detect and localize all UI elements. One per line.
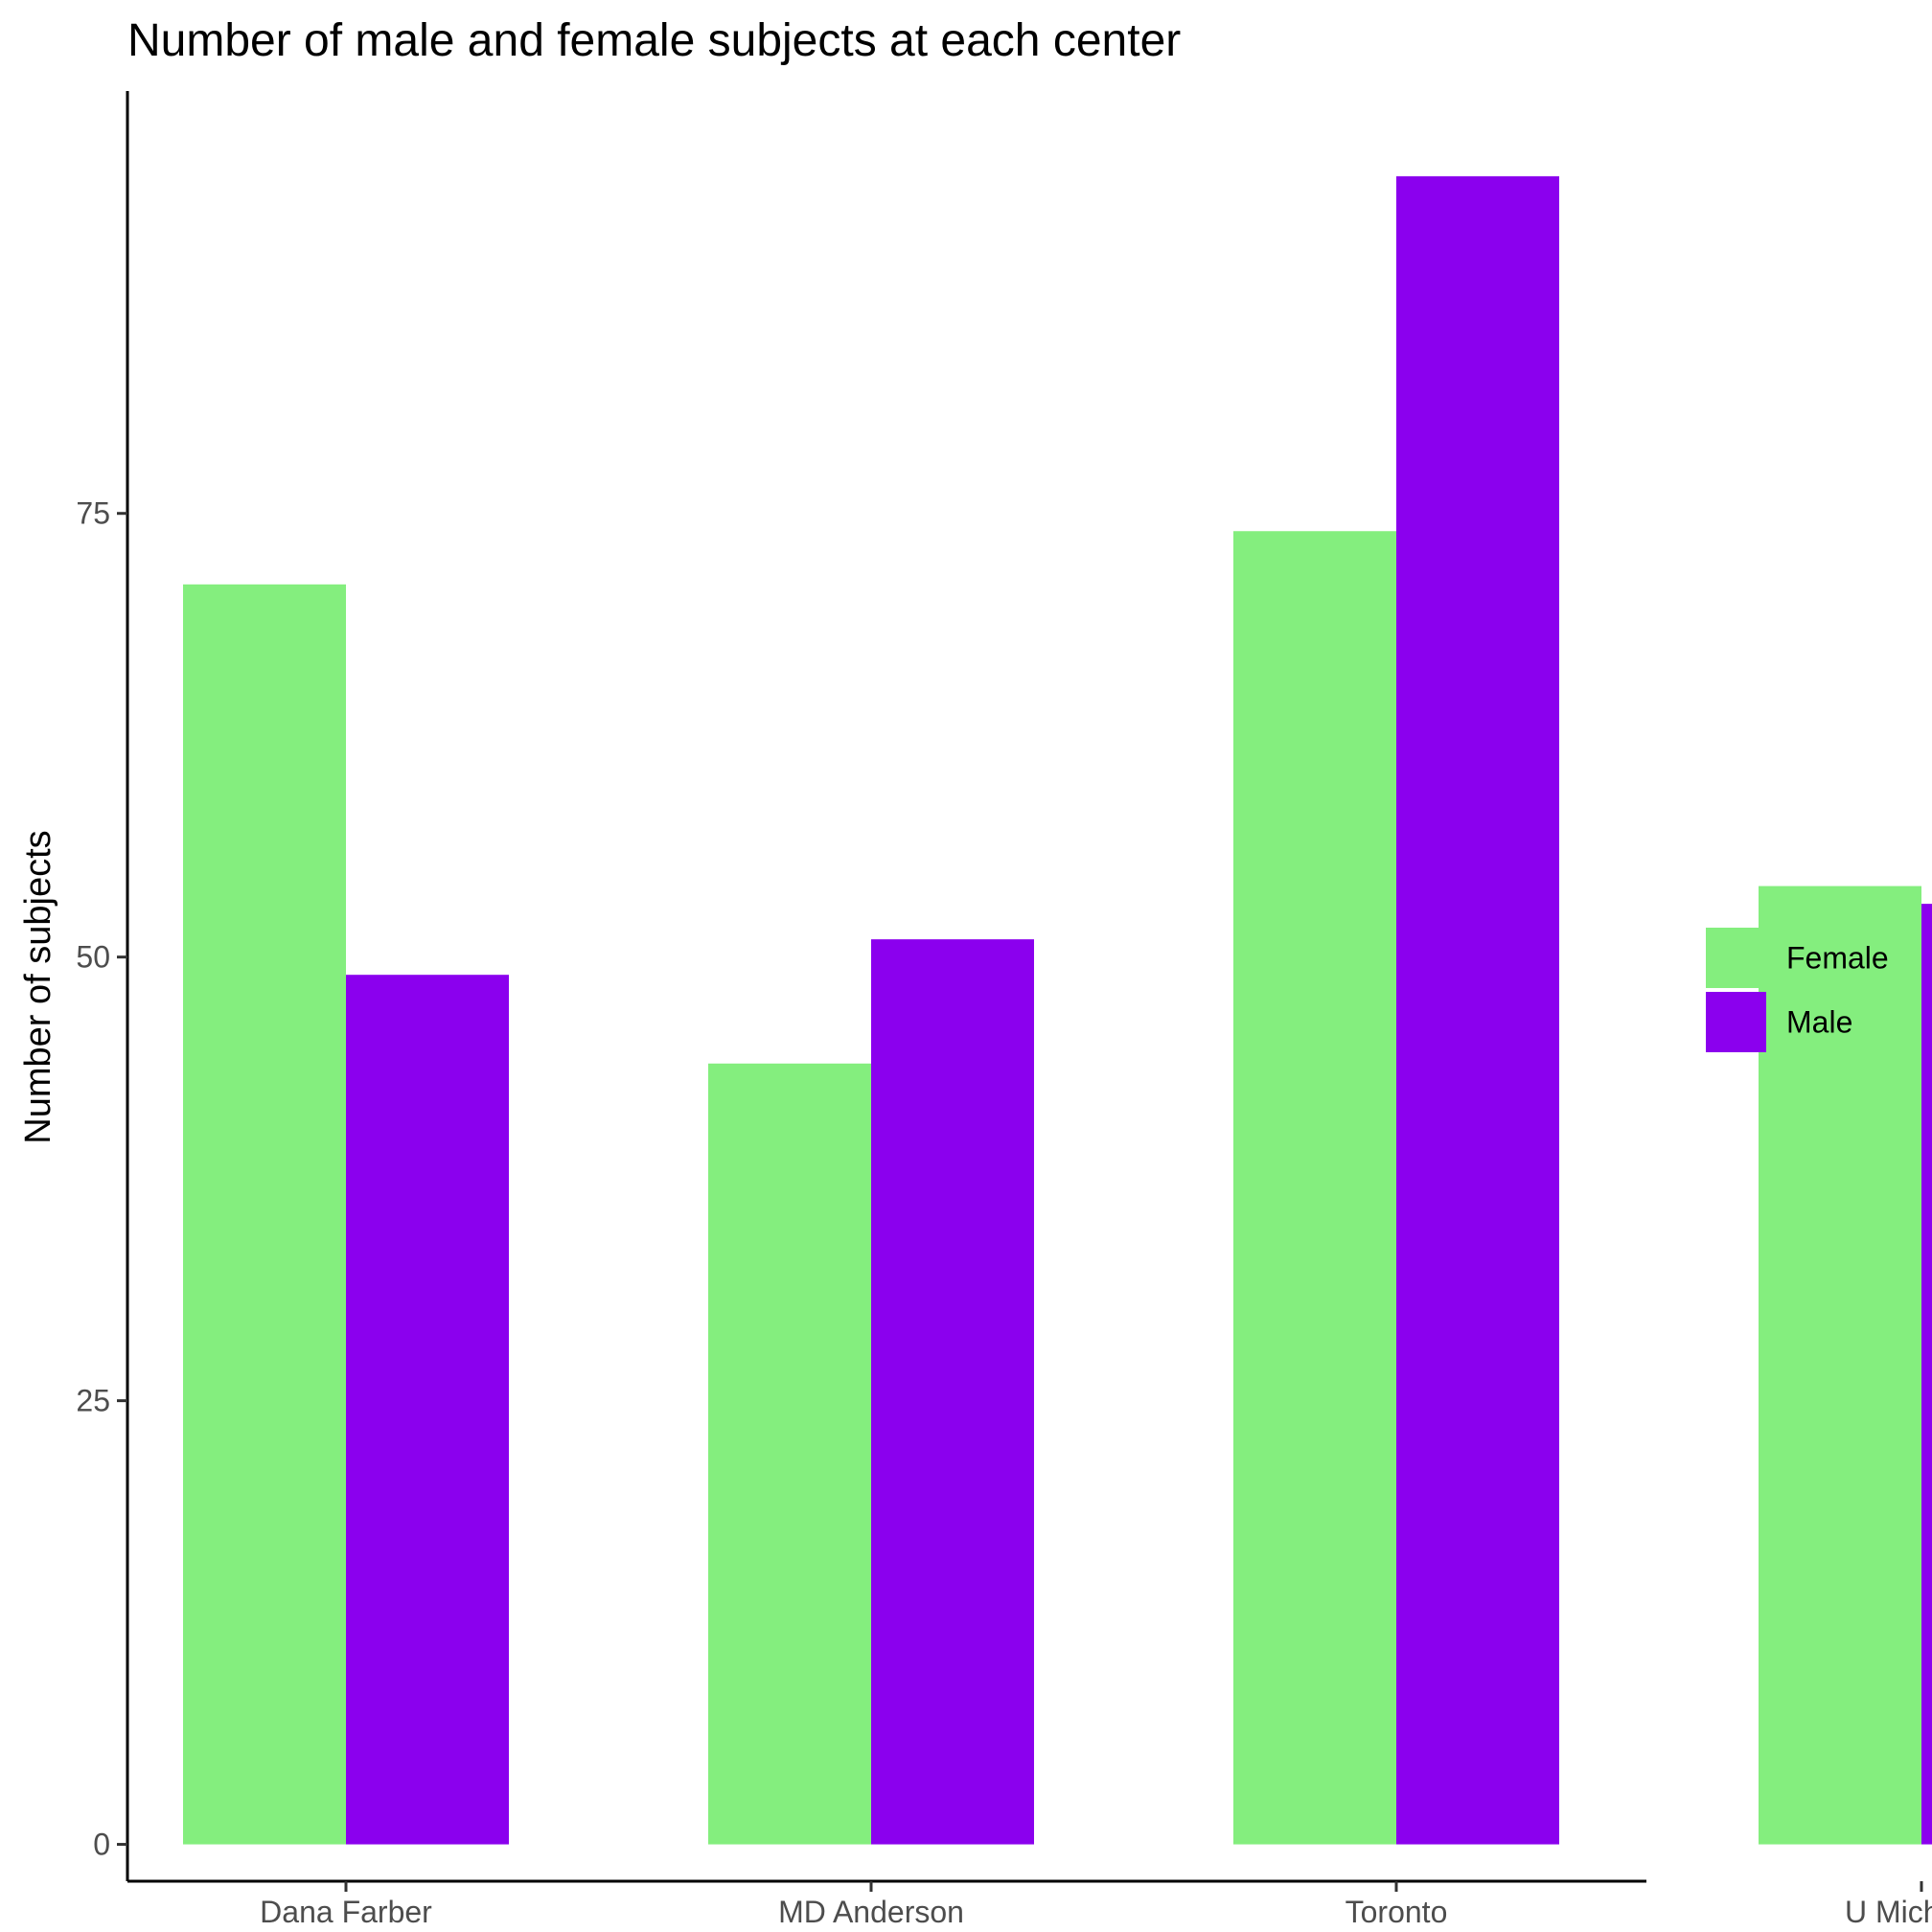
bar-toronto-male — [1396, 175, 1559, 1845]
y-tick-label-25: 25 — [76, 1384, 110, 1418]
bar-dana-farber-male — [346, 975, 509, 1845]
x-tick-label-md-anderson: MD Anderson — [778, 1895, 964, 1929]
bar-md-anderson-female — [708, 1063, 871, 1845]
legend-label-male: Male — [1786, 1005, 1852, 1040]
legend-key-male — [1706, 992, 1766, 1052]
bars-group — [183, 175, 1932, 1845]
x-tick-label-u-michigan: U Michigan — [1845, 1895, 1932, 1929]
legend: Female Male — [1706, 928, 1889, 1052]
bar-dana-farber-female — [183, 584, 346, 1845]
legend-key-female — [1706, 928, 1766, 988]
x-ticks-group: Dana Farber MD Anderson Toronto U Michigan — [260, 1881, 1932, 1929]
y-tick-label-50: 50 — [76, 940, 110, 975]
x-tick-label-toronto: Toronto — [1346, 1895, 1448, 1929]
bar-u-michigan-male — [1921, 904, 1932, 1845]
chart-title: Number of male and female subjects at ea… — [127, 15, 1181, 66]
x-tick-label-dana-farber: Dana Farber — [260, 1895, 432, 1929]
bar-u-michigan-female — [1759, 886, 1921, 1845]
y-axis-title: Number of subjects — [18, 830, 58, 1143]
legend-label-female: Female — [1786, 941, 1889, 976]
bar-md-anderson-male — [871, 939, 1034, 1845]
y-tick-label-75: 75 — [76, 496, 110, 531]
bar-toronto-female — [1233, 531, 1396, 1845]
y-ticks-group: 0 25 50 75 — [76, 496, 127, 1862]
y-tick-label-0: 0 — [93, 1828, 110, 1862]
